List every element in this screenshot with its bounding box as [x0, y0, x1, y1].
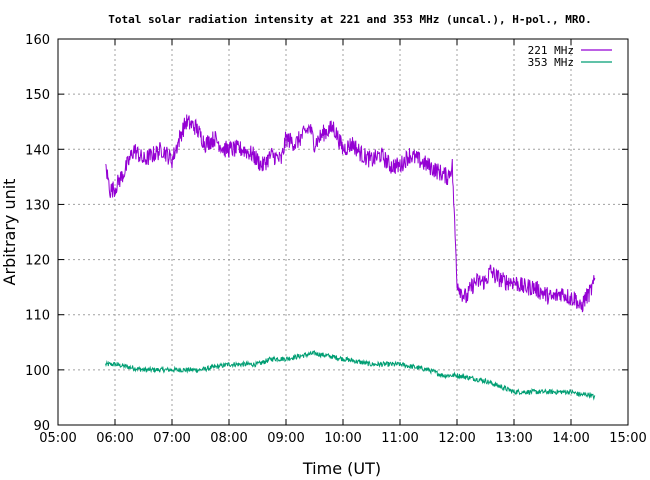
x-tick-label: 07:00 [153, 431, 190, 446]
legend-label: 353 MHz [528, 56, 574, 69]
x-tick-label: 06:00 [96, 431, 133, 446]
chart-title: Total solar radiation intensity at 221 a… [108, 13, 591, 26]
y-tick-label: 100 [25, 364, 50, 379]
x-tick-label: 12:00 [438, 431, 475, 446]
x-axis-label: Time (UT) [302, 459, 381, 478]
axis-ticks [57, 38, 629, 426]
x-tick-labels: 05:00 06:00 07:00 08:00 09:00 10:00 11:00 12:00… [39, 431, 646, 446]
legend-label: 221 MHz [528, 44, 574, 57]
y-tick-label: 120 [25, 254, 50, 269]
x-tick-label: 13:00 [495, 431, 532, 446]
y-tick-label: 110 [25, 309, 50, 324]
y-tick-label: 160 [25, 33, 50, 48]
y-tick-label: 150 [25, 88, 50, 103]
x-tick-label: 14:00 [552, 431, 589, 446]
series-line-221-mhz [105, 114, 596, 313]
y-tick-labels: 90 100 110 120 130 140 150 160 [25, 33, 50, 434]
y-tick-label: 130 [25, 198, 50, 213]
x-tick-label: 05:00 [39, 431, 76, 446]
x-tick-label: 08:00 [210, 431, 247, 446]
series-lines [105, 114, 596, 401]
y-tick-label: 90 [33, 419, 50, 434]
x-tick-label: 10:00 [324, 431, 361, 446]
x-tick-label: 15:00 [609, 431, 646, 446]
x-tick-label: 09:00 [267, 431, 304, 446]
x-tick-label: 11:00 [381, 431, 418, 446]
y-tick-label: 140 [25, 143, 50, 158]
series-line-353-mhz [105, 350, 596, 401]
y-axis-label: Arbitrary unit [0, 179, 19, 286]
